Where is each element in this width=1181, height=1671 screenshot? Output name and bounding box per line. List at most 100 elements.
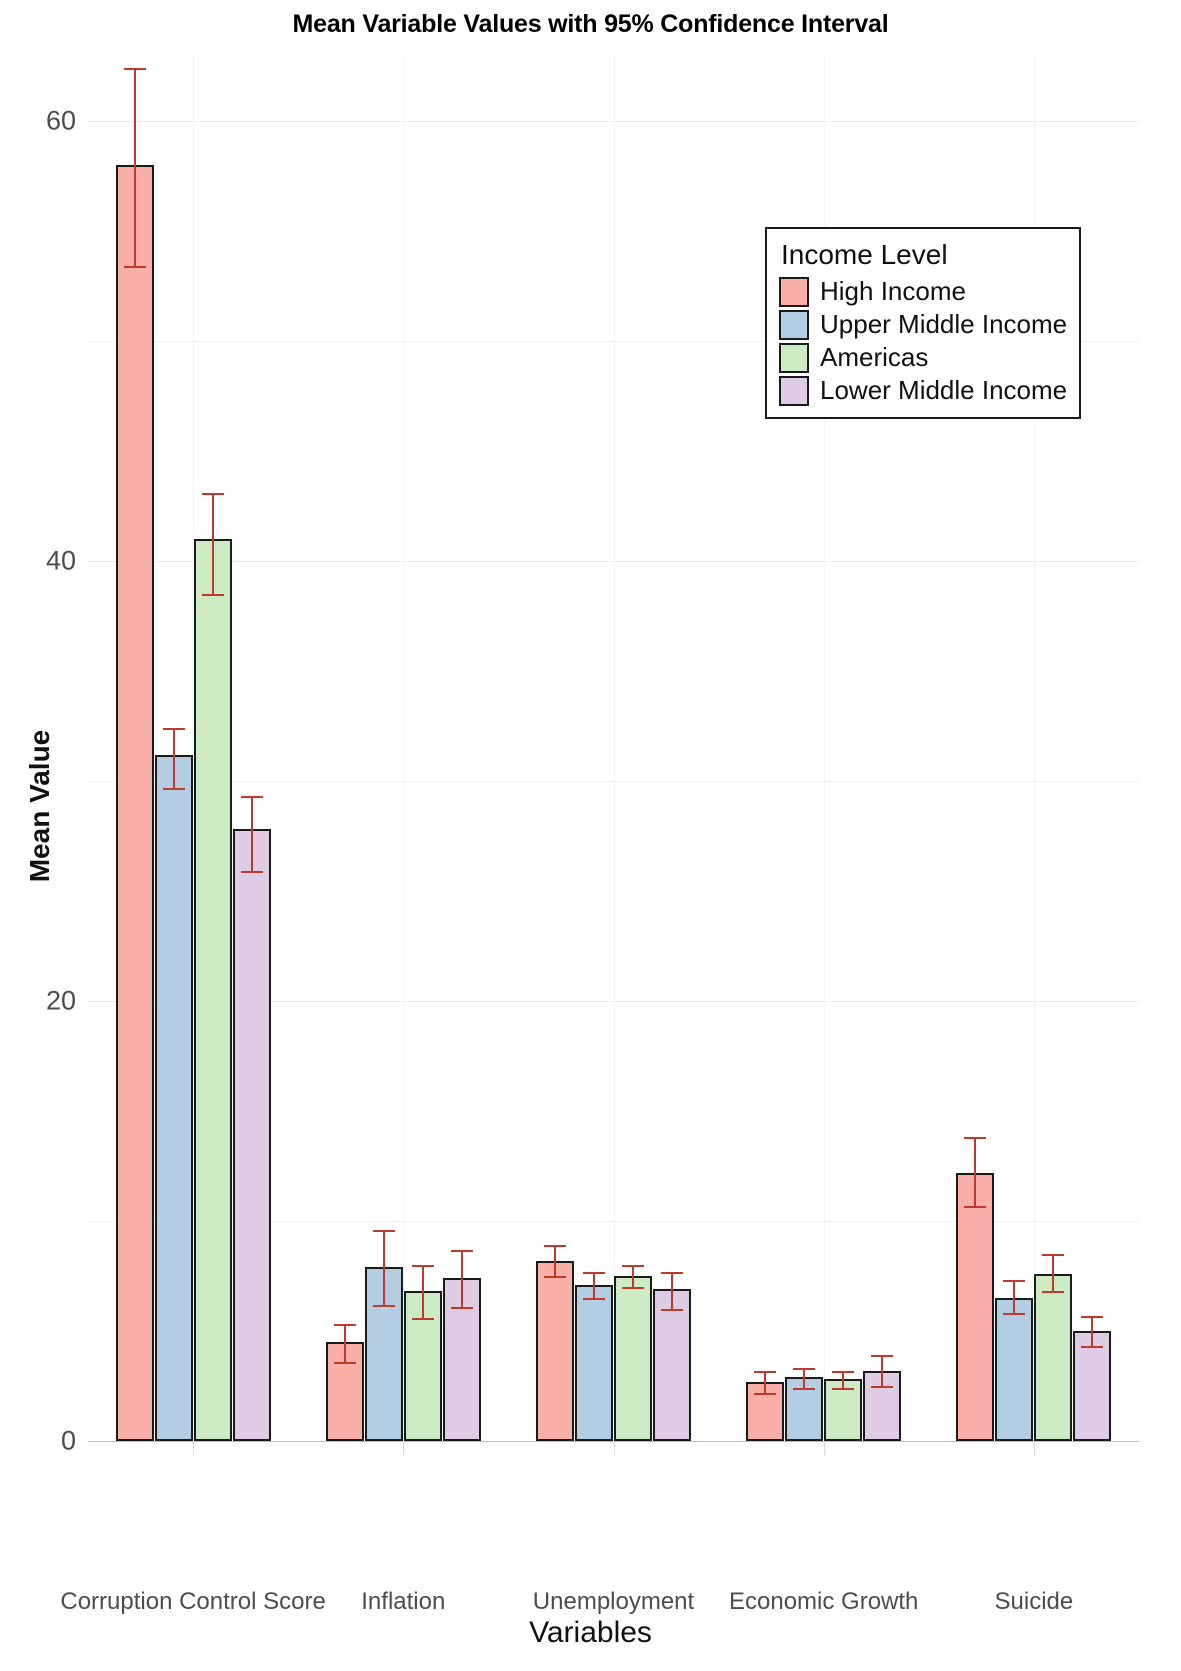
x-tick-label: Unemployment — [532, 1588, 695, 1615]
x-tick-mark — [823, 1441, 825, 1455]
error-bar-cap-lower — [1081, 1346, 1104, 1349]
legend-items: High Income Upper Middle Income Americas Lo… — [779, 275, 1067, 407]
x-tick-label: Economic Growth — [728, 1588, 919, 1615]
error-bar-cap-upper — [372, 1229, 395, 1232]
bar — [995, 1298, 1034, 1441]
error-bar-cap-lower — [372, 1304, 395, 1307]
error-bar-cap-upper — [1042, 1254, 1065, 1256]
error-bar-cap-upper — [123, 68, 146, 71]
bar — [575, 1284, 613, 1441]
error-bar — [1013, 1280, 1016, 1314]
bar — [193, 539, 232, 1441]
error-bar — [632, 1265, 634, 1287]
error-bar — [764, 1370, 767, 1393]
error-bar — [250, 796, 253, 872]
x-tick-mark — [403, 1441, 405, 1455]
legend-swatch-icon — [779, 276, 809, 307]
error-bar-cap-upper — [871, 1355, 894, 1358]
bar — [956, 1172, 995, 1441]
error-bar-cap-upper — [411, 1265, 434, 1267]
x-tick-label: Suicide — [994, 1588, 1074, 1615]
chart-title: Mean Variable Values with 95% Confidence… — [292, 10, 889, 38]
error-bar-cap-upper — [754, 1370, 777, 1373]
x-tick-mark — [193, 1441, 195, 1455]
bar — [653, 1289, 691, 1441]
x-tick-label: Corruption Control Score — [60, 1588, 326, 1615]
error-bar-cap-lower — [1042, 1291, 1065, 1294]
error-bar-cap-lower — [411, 1317, 434, 1320]
x-tick-mark — [613, 1441, 615, 1455]
error-bar-cap-lower — [754, 1392, 777, 1395]
error-bar-cap-upper — [201, 492, 224, 495]
legend-item-high-income[interactable]: High Income — [779, 275, 1067, 308]
error-bar — [460, 1249, 463, 1307]
error-bar-cap-lower — [793, 1388, 816, 1391]
error-bar — [593, 1271, 595, 1298]
error-bar-cap-lower — [201, 594, 224, 596]
error-bar — [421, 1265, 424, 1318]
legend-swatch-icon — [779, 342, 809, 373]
error-bar — [671, 1271, 673, 1309]
y-tick-label: 40 — [45, 545, 76, 576]
legend-item-label: Upper Middle Income — [820, 309, 1068, 339]
legend-item-label: Americas — [820, 342, 929, 372]
error-bar-cap-upper — [544, 1245, 566, 1248]
error-bar-cap-upper — [450, 1249, 473, 1252]
legend-item-label: High Income — [820, 276, 966, 306]
x-tick-mark — [1033, 1441, 1035, 1455]
error-bar-cap-lower — [544, 1276, 566, 1278]
error-bar — [974, 1137, 977, 1206]
bar — [115, 165, 154, 1441]
error-bar-cap-lower — [832, 1388, 855, 1391]
legend: Income Level High Income Upper Middle Inc… — [765, 227, 1082, 419]
error-bar-cap-upper — [832, 1370, 855, 1373]
error-bar-cap-lower — [661, 1309, 683, 1311]
bar — [1034, 1273, 1073, 1441]
error-bar-cap-lower — [333, 1361, 356, 1364]
y-tick-label: 60 — [45, 105, 76, 136]
y-tick-label: 20 — [45, 985, 76, 1016]
error-bar-cap-upper — [240, 796, 263, 799]
error-bar-cap-lower — [871, 1386, 894, 1388]
legend-item-lower-middle-income[interactable]: Lower Middle Income — [779, 374, 1067, 407]
error-bar — [343, 1324, 346, 1362]
error-bar — [842, 1370, 845, 1389]
error-bar — [1091, 1315, 1094, 1347]
error-bar-cap-upper — [583, 1271, 605, 1274]
error-bar — [1052, 1254, 1055, 1292]
error-bar-cap-upper — [793, 1368, 816, 1371]
error-bar — [211, 492, 214, 594]
error-bar-cap-lower — [450, 1306, 473, 1309]
error-bar — [803, 1368, 806, 1389]
gridline-vertical — [613, 55, 615, 1441]
bar — [614, 1276, 652, 1441]
bar — [232, 829, 271, 1441]
error-bar-cap-lower — [583, 1298, 605, 1300]
bar — [154, 754, 193, 1441]
error-bar-cap-lower — [622, 1287, 644, 1289]
legend-item-americas[interactable]: Americas — [779, 341, 1067, 374]
error-bar — [172, 728, 175, 788]
y-axis-title: Mean Value — [24, 729, 55, 883]
error-bar — [881, 1355, 884, 1386]
error-bar — [133, 68, 136, 267]
error-bar-cap-upper — [964, 1137, 987, 1140]
error-bar — [382, 1229, 385, 1305]
legend-item-upper-middle-income[interactable]: Upper Middle Income — [779, 308, 1067, 341]
error-bar-cap-lower — [240, 871, 263, 874]
gridline-vertical — [403, 55, 405, 1441]
error-bar-cap-lower — [162, 787, 185, 790]
gridline-vertical — [823, 55, 825, 1441]
error-bar-cap-lower — [964, 1205, 987, 1208]
error-bar-cap-upper — [622, 1265, 644, 1267]
bar — [536, 1260, 574, 1441]
error-bar-cap-upper — [333, 1324, 356, 1327]
error-bar-cap-upper — [1003, 1280, 1026, 1283]
error-bar-cap-lower — [1003, 1313, 1026, 1316]
error-bar — [554, 1245, 556, 1276]
x-axis-title: Variables — [529, 1616, 652, 1649]
legend-title: Income Level — [781, 239, 948, 270]
y-tick-label: 0 — [60, 1425, 76, 1456]
